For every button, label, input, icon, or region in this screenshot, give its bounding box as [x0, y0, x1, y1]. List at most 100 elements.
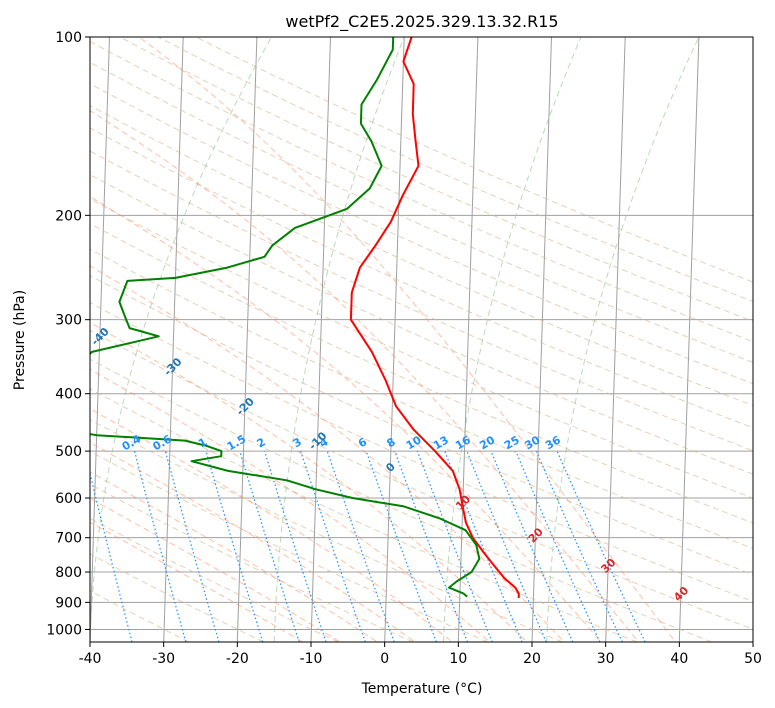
guide-curve-line — [443, 37, 582, 642]
y-tick-label: 700 — [55, 531, 82, 547]
dry-adiabat-line — [90, 302, 753, 603]
x-axis-label: Temperature (°C) — [361, 681, 483, 697]
x-tick-label: 0 — [380, 651, 389, 667]
x-tick-label: 30 — [597, 651, 615, 667]
isotherm-line — [531, 37, 552, 642]
y-axis-label: Pressure (hPa) — [12, 290, 28, 390]
guide-curve-line — [546, 37, 700, 642]
isotherm-line — [678, 37, 700, 642]
moist-adiabat-line — [90, 265, 565, 642]
moist-adiabat-line — [90, 408, 453, 642]
y-tick-label: 1000 — [46, 622, 82, 638]
isotherm-label: -40 — [89, 325, 112, 348]
mixing-ratio-line — [205, 450, 264, 642]
dry-adiabat-line — [90, 174, 753, 475]
moist-adiabat-line — [90, 497, 341, 642]
isotherm-label: -20 — [234, 395, 257, 418]
mixing-ratio-line — [300, 450, 366, 642]
y-tick-label: 900 — [55, 595, 82, 611]
mixing-ratio-label: 2 — [255, 435, 268, 450]
mixing-ratio-label: 20 — [477, 433, 497, 452]
dry-adiabat-line — [90, 248, 753, 550]
x-tick-label: 20 — [523, 651, 541, 667]
isotherm-label: 30 — [598, 556, 618, 576]
reference-line-labels: 0.10.20.40.611.52346810131620253036-100-… — [23, 325, 692, 604]
dry-adiabat-line — [90, 83, 753, 385]
mixing-ratio-line — [90, 471, 133, 642]
y-axis: 100 200 300 400 500 600 700 800 900 1000 — [46, 30, 90, 638]
dry-adiabat-line — [195, 37, 753, 283]
isotherm-line — [236, 37, 258, 642]
isotherm-line — [605, 37, 626, 642]
mixing-ratio-line — [326, 450, 395, 642]
x-tick-label: 50 — [744, 651, 762, 667]
mixing-ratio-line — [394, 450, 469, 642]
guide-curve-line — [90, 37, 273, 642]
isotherm-label: 10 — [453, 492, 473, 512]
mixing-ratio-line — [365, 450, 437, 642]
dry-adiabat-line — [90, 517, 339, 642]
x-tick-label: -40 — [79, 651, 102, 667]
y-tick-label: 500 — [55, 444, 82, 460]
dewpoint-profile-line — [90, 37, 481, 598]
mixing-ratio-line — [556, 450, 646, 642]
mixing-ratio-label: 8 — [385, 435, 398, 450]
mixing-ratio-label: 30 — [522, 433, 542, 452]
mixing-ratio-label: 36 — [543, 433, 563, 452]
isotherm-line — [384, 37, 405, 642]
dry-adiabat-line — [119, 37, 753, 322]
guide-curve-line — [273, 37, 405, 642]
mixing-ratio-label: 0.2 — [70, 432, 93, 453]
x-tick-label: 10 — [449, 651, 467, 667]
x-tick-label: -30 — [152, 651, 175, 667]
mixing-ratio-line — [133, 450, 187, 642]
mixing-ratio-line — [515, 450, 601, 642]
y-tick-label: 400 — [55, 387, 82, 403]
dry-adiabat-line — [90, 127, 753, 429]
plot-frame — [89, 36, 754, 643]
dry-adiabat-line — [90, 150, 753, 452]
dry-adiabat-line — [90, 358, 712, 642]
moist-adiabat-line — [90, 521, 304, 642]
moist-adiabat-line — [90, 471, 379, 642]
background-reference-lines — [90, 37, 753, 642]
isotherm-line — [752, 626, 753, 642]
dry-adiabat-line — [90, 329, 753, 630]
isotherm-label: -30 — [161, 355, 184, 378]
x-tick-label: -20 — [226, 651, 249, 667]
x-axis: -40 -30 -20 -10 0 10 20 30 40 50 — [79, 642, 762, 667]
dry-adiabat-line — [90, 61, 753, 363]
isotherm-line — [457, 37, 479, 642]
dry-adiabat-line — [90, 275, 753, 576]
mixing-ratio-label: 6 — [356, 435, 369, 450]
mixing-ratio-label: 0.4 — [120, 432, 144, 453]
mixing-ratio-label: 16 — [453, 433, 473, 452]
isotherm-line — [163, 37, 184, 642]
dry-adiabat-line — [90, 419, 563, 642]
data-lines — [90, 37, 520, 599]
mixing-ratio-label: 1 — [196, 435, 209, 450]
moist-adiabat-line — [90, 321, 528, 642]
moist-adiabat-line — [90, 441, 416, 642]
chart-title: wetPf2_C2E5.2025.329.13.32.R15 — [285, 12, 558, 32]
moist-adiabat-line — [90, 368, 491, 642]
mixing-ratio-line — [239, 450, 300, 642]
mixing-ratio-line — [490, 450, 574, 642]
dry-adiabat-line — [90, 483, 414, 642]
y-tick-label: 600 — [55, 491, 82, 507]
mixing-ratio-line — [416, 450, 493, 642]
y-tick-label: 300 — [55, 313, 82, 329]
isotherm-label: 40 — [671, 584, 691, 604]
dry-adiabat-line — [90, 198, 753, 499]
moist-adiabat-line — [138, 37, 677, 642]
moist-adiabat-line — [90, 110, 640, 642]
dry-adiabat-line — [90, 223, 753, 524]
y-tick-label: 100 — [55, 30, 82, 46]
y-tick-label: 200 — [55, 208, 82, 224]
dry-adiabat-line — [90, 450, 488, 642]
dry-adiabat-line — [90, 40, 753, 343]
mixing-ratio-label: 0.1 — [23, 432, 46, 453]
mixing-ratio-line — [466, 450, 547, 642]
isotherm-line — [90, 37, 110, 642]
